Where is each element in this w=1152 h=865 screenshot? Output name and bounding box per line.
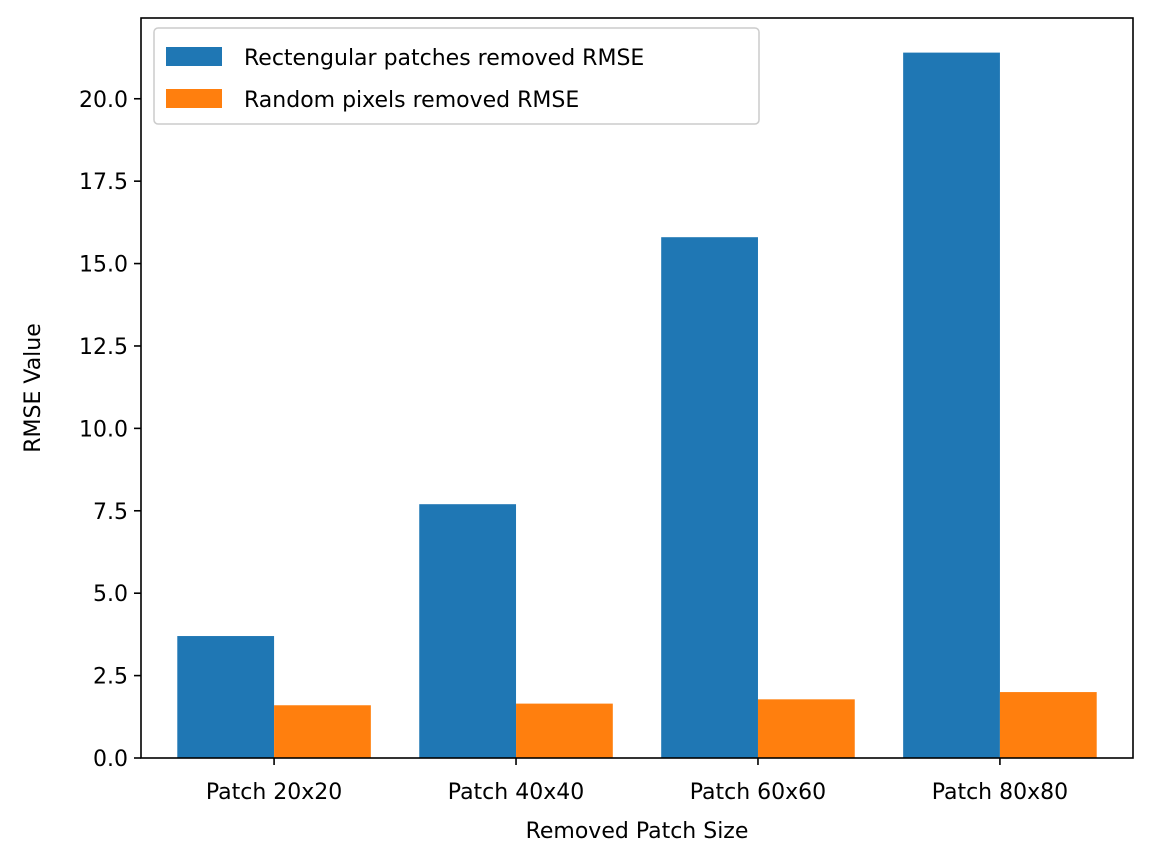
y-tick-label: 12.5 [79,335,128,360]
legend-frame [153,27,760,125]
bar-series-0-1 [419,504,517,758]
x-tick-label: Patch 60x60 [690,780,826,805]
x-tick-label: Patch 20x20 [206,780,342,805]
y-tick-label: 15.0 [79,253,128,278]
y-tick-label: 0.0 [93,747,128,772]
y-tick-label: 17.5 [79,170,128,195]
bar-series-1-0 [274,705,371,758]
bar-series-0-0 [177,636,275,758]
y-tick-label: 10.0 [79,417,128,442]
x-tick-label: Patch 80x80 [932,780,1068,805]
bar-series-0-2 [661,237,758,758]
bar-series-1-2 [757,699,855,758]
bar-series-1-3 [999,692,1097,758]
legend-swatch-rectangular-patches [166,47,222,66]
axes-layer: 0.0 2.5 5.0 7.5 10.0 12.5 15.0 17.5 20.0 Patch 20… [79,17,1134,805]
y-axis-title: RMSE Value [21,323,46,453]
bar-series-1-1 [516,703,613,758]
y-tick-label: 5.0 [93,582,128,607]
y-tick-label: 20.0 [79,88,128,113]
x-tick-label: Patch 40x40 [448,780,584,805]
bar-series-0-3 [903,52,1000,759]
y-tick-label: 2.5 [93,665,128,690]
bars-layer [177,52,1097,759]
legend: Rectengular patches removed RMSE Random … [153,27,760,125]
legend-label-random-pixels: Random pixels removed RMSE [244,88,579,113]
plot-frame [140,17,1134,759]
legend-swatch-random-pixels [166,89,222,108]
y-tick-label: 7.5 [93,500,128,525]
x-axis-title: Removed Patch Size [526,819,749,844]
legend-label-rectangular-patches: Rectengular patches removed RMSE [244,46,644,71]
